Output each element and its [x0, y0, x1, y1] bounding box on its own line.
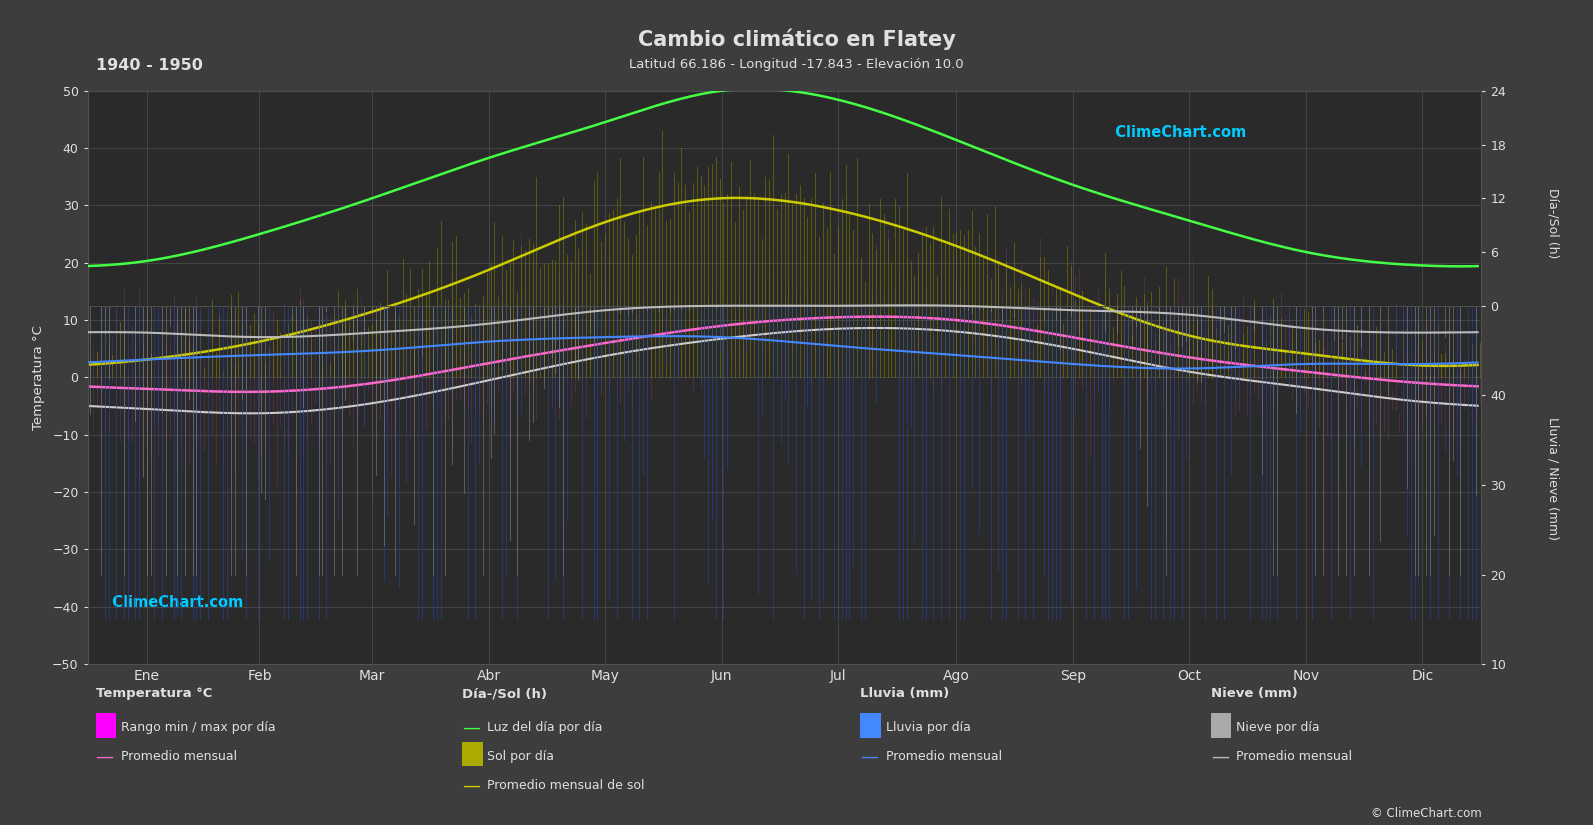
Text: Cambio climático en Flatey: Cambio climático en Flatey [637, 29, 956, 50]
Text: Día-/Sol (h): Día-/Sol (h) [1547, 187, 1560, 258]
Text: Lluvia (mm): Lluvia (mm) [860, 687, 949, 700]
Text: Promedio mensual: Promedio mensual [886, 750, 1002, 763]
Text: Nieve (mm): Nieve (mm) [1211, 687, 1297, 700]
Text: ClimeChart.com: ClimeChart.com [102, 596, 242, 610]
Text: Promedio mensual: Promedio mensual [121, 750, 237, 763]
Y-axis label: Temperatura °C: Temperatura °C [32, 325, 45, 430]
Text: Temperatura °C: Temperatura °C [96, 687, 212, 700]
Text: Promedio mensual de sol: Promedio mensual de sol [487, 779, 645, 792]
Text: Promedio mensual: Promedio mensual [1236, 750, 1352, 763]
Text: Sol por día: Sol por día [487, 750, 554, 763]
Text: Rango min / max por día: Rango min / max por día [121, 721, 276, 734]
Text: ClimeChart.com: ClimeChart.com [1106, 125, 1246, 140]
Text: Luz del día por día: Luz del día por día [487, 721, 604, 734]
Text: 1940 - 1950: 1940 - 1950 [96, 58, 202, 73]
Text: © ClimeChart.com: © ClimeChart.com [1370, 807, 1481, 820]
Text: Día-/Sol (h): Día-/Sol (h) [462, 687, 546, 700]
Text: Latitud 66.186 - Longitud -17.843 - Elevación 10.0: Latitud 66.186 - Longitud -17.843 - Elev… [629, 58, 964, 71]
Text: —: — [1211, 747, 1228, 766]
Text: —: — [96, 747, 113, 766]
Text: —: — [462, 776, 479, 794]
Text: Lluvia por día: Lluvia por día [886, 721, 970, 734]
Text: Lluvia / Nieve (mm): Lluvia / Nieve (mm) [1547, 417, 1560, 540]
Text: —: — [860, 747, 878, 766]
Text: Nieve por día: Nieve por día [1236, 721, 1319, 734]
Text: —: — [462, 719, 479, 737]
